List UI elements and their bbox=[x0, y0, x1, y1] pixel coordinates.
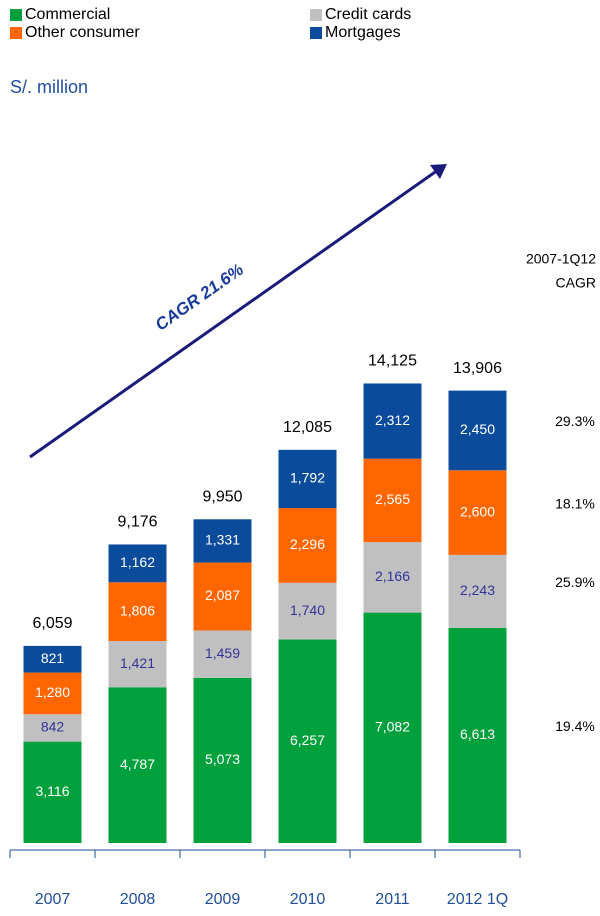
bar-segment bbox=[193, 677, 252, 843]
arrow-head bbox=[430, 164, 447, 179]
value-label: 2,243 bbox=[460, 582, 495, 598]
cagr-annotation: CAGR 21.6% bbox=[152, 260, 247, 335]
total-label: 9,950 bbox=[202, 489, 242, 506]
value-label: 1,280 bbox=[35, 684, 70, 700]
x-tick-label: 2010 bbox=[290, 891, 326, 908]
x-tick-label: 2008 bbox=[120, 891, 156, 908]
bar-segment bbox=[363, 612, 422, 843]
legend-label: Mortgages bbox=[325, 24, 401, 41]
bar-segment bbox=[23, 645, 82, 673]
bar-segment bbox=[278, 582, 337, 640]
bar-segment bbox=[108, 582, 167, 642]
value-label: 1,162 bbox=[120, 554, 155, 570]
value-label: 3,116 bbox=[36, 783, 70, 799]
value-label: 2,296 bbox=[290, 536, 325, 552]
total-label: 14,125 bbox=[368, 353, 417, 370]
legend-swatch bbox=[310, 9, 322, 21]
value-label: 7,082 bbox=[375, 719, 410, 735]
bar-segment bbox=[23, 672, 82, 715]
legend-swatch bbox=[10, 9, 22, 21]
cagr-header: 2007-1Q12 bbox=[526, 251, 596, 267]
cagr-label: 29.3% bbox=[555, 413, 595, 429]
value-label: 2,450 bbox=[460, 421, 495, 437]
total-label: 13,906 bbox=[453, 360, 502, 377]
value-label: 2,600 bbox=[460, 503, 495, 519]
x-tick-label: 2007 bbox=[35, 891, 71, 908]
bar-segment bbox=[363, 458, 422, 543]
bar-segment bbox=[193, 630, 252, 678]
value-label: 1,740 bbox=[290, 602, 325, 618]
bar-segment bbox=[193, 519, 252, 563]
bar-segment bbox=[448, 470, 507, 555]
unit-label: S/. million bbox=[10, 77, 88, 97]
value-label: 6,613 bbox=[460, 726, 495, 742]
total-label: 9,176 bbox=[117, 514, 157, 531]
bar-segment bbox=[278, 508, 337, 583]
value-label: 1,421 bbox=[120, 655, 155, 671]
value-label: 1,806 bbox=[120, 602, 155, 618]
value-label: 842 bbox=[41, 719, 65, 735]
value-label: 1,459 bbox=[205, 645, 240, 661]
x-tick-label: 2012 1Q bbox=[447, 891, 508, 908]
bar-segment bbox=[23, 741, 82, 843]
value-label: 1,792 bbox=[290, 470, 325, 486]
value-label: 821 bbox=[41, 650, 65, 666]
legend-label: Other consumer bbox=[25, 24, 140, 41]
bar-segment bbox=[448, 390, 507, 471]
total-label: 6,059 bbox=[32, 615, 72, 632]
cagr-label: 25.9% bbox=[555, 574, 595, 590]
trend-arrow bbox=[29, 168, 439, 459]
bar-segment bbox=[448, 627, 507, 843]
value-label: 2,166 bbox=[375, 568, 410, 584]
bar-segment bbox=[193, 562, 252, 631]
bar-segment bbox=[278, 639, 337, 843]
legend-swatch bbox=[310, 27, 322, 39]
bar-segment bbox=[363, 542, 422, 613]
bar-segment bbox=[108, 544, 167, 583]
cagr-label: 19.4% bbox=[555, 718, 595, 734]
bar-segment bbox=[363, 383, 422, 459]
value-label: 5,073 bbox=[205, 751, 240, 767]
value-label: 2,087 bbox=[205, 587, 240, 603]
bar-segment bbox=[108, 641, 167, 688]
value-label: 2,312 bbox=[375, 412, 410, 428]
bar-segment bbox=[278, 449, 337, 509]
bar-segment bbox=[108, 687, 167, 843]
x-tick-label: 2009 bbox=[205, 891, 241, 908]
cagr-header: CAGR bbox=[556, 275, 596, 291]
bar-segment bbox=[448, 554, 507, 628]
bar-segment bbox=[23, 714, 82, 742]
value-label: 6,257 bbox=[290, 732, 325, 748]
x-tick-label: 2011 bbox=[375, 891, 410, 908]
cagr-label: 18.1% bbox=[555, 495, 595, 511]
legend-label: Commercial bbox=[25, 6, 110, 23]
value-label: 4,787 bbox=[120, 756, 155, 772]
legend-label: Credit cards bbox=[325, 6, 411, 23]
value-label: 1,331 bbox=[205, 532, 240, 548]
total-label: 12,085 bbox=[283, 419, 332, 436]
legend-swatch bbox=[10, 27, 22, 39]
value-label: 2,565 bbox=[375, 491, 410, 507]
